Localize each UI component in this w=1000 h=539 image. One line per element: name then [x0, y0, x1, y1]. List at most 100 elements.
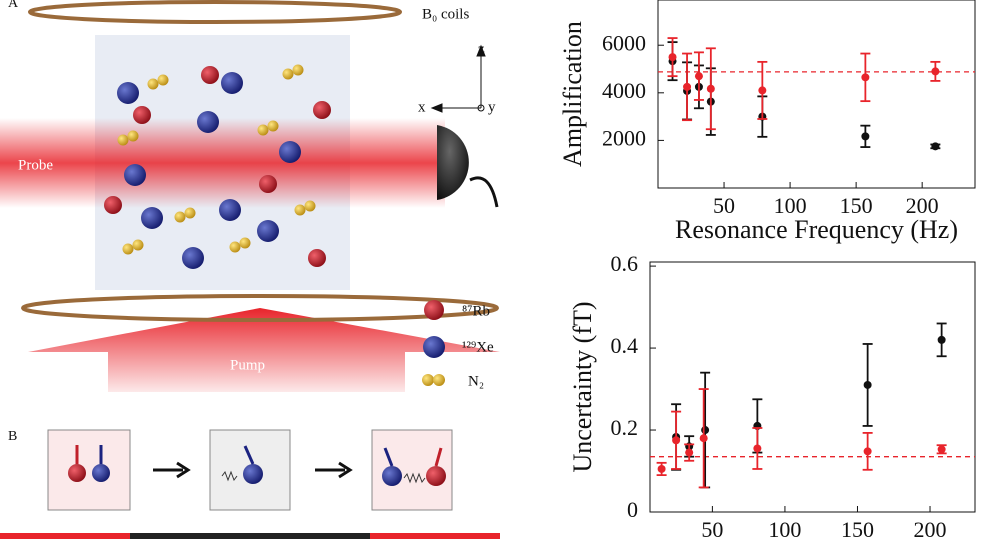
- xe-atom: [219, 199, 241, 221]
- data-point: [931, 67, 940, 76]
- data-point: [668, 53, 677, 62]
- panel-label: B: [8, 429, 17, 444]
- data-point: [937, 445, 946, 454]
- n2-atom: [174, 211, 186, 223]
- x-axis-label: Resonance Frequency (Hz): [671, 535, 954, 539]
- y-tick-label: 6000: [602, 30, 646, 55]
- rb-atom: [104, 196, 122, 214]
- n2-atom: [132, 239, 144, 251]
- probe-beam: [0, 118, 445, 208]
- y-axis-label: Uncertainty (fT): [568, 301, 597, 472]
- data-point: [701, 426, 710, 435]
- bar: [0, 533, 130, 539]
- xe-atom: [257, 220, 279, 242]
- legend-rb: [424, 300, 444, 320]
- n2-atom: [117, 134, 129, 146]
- x-tick-label: 100: [774, 193, 807, 218]
- legend-label: N₂: [468, 373, 484, 389]
- coil: [21, 294, 499, 322]
- n2-atom: [229, 241, 241, 253]
- data-point: [694, 72, 703, 81]
- data-point: [753, 444, 762, 453]
- x-tick-label: 50: [701, 517, 723, 539]
- atoms: [104, 64, 331, 269]
- arrow: [153, 461, 191, 479]
- plot-frame: [649, 261, 976, 513]
- data-point: [758, 86, 767, 95]
- data-point: [863, 447, 872, 456]
- panel-label: A: [8, 0, 19, 11]
- pump-arrow: [28, 308, 500, 392]
- y-tick-label: 0.2: [611, 415, 639, 440]
- coil-label: B₀ coils: [422, 6, 469, 22]
- y-tick-label: 4000: [602, 78, 646, 103]
- rb-atom: [133, 106, 151, 124]
- n2-atom: [157, 74, 169, 86]
- n2-atom: [122, 243, 134, 255]
- y-tick-label: 2000: [602, 125, 646, 150]
- axis-label: z: [478, 41, 485, 57]
- detector: [437, 125, 469, 200]
- legend-n2: [422, 374, 434, 386]
- x-tick-label: 200: [914, 517, 947, 539]
- data-point: [672, 436, 681, 445]
- y-tick-label: 0.4: [611, 333, 639, 358]
- coil: [28, 0, 402, 24]
- xe-atom: [124, 164, 146, 186]
- n2-atom: [127, 130, 139, 142]
- data-point: [706, 84, 715, 93]
- diagram: A B₀ coils Probe z x y Pump ⁸⁷Rb ¹²⁹Xe N…: [0, 0, 500, 539]
- rb-atom: [308, 249, 326, 267]
- data-point: [657, 464, 666, 473]
- n2-atom: [294, 204, 306, 216]
- legend-label: ⁸⁷Rb: [462, 303, 490, 319]
- x-tick-label: 150: [841, 517, 874, 539]
- n2-atom: [257, 124, 269, 136]
- axis-label: x: [418, 99, 426, 115]
- x-tick-label: 50: [713, 193, 735, 218]
- data-point: [937, 335, 946, 344]
- bar: [370, 533, 500, 539]
- data-point: [863, 380, 872, 389]
- y-tick-label: 0: [627, 497, 638, 522]
- step-box: [47, 429, 131, 511]
- x-axis-label: Resonance Frequency (Hz): [675, 215, 958, 244]
- x-tick-label: 200: [906, 193, 939, 218]
- x-tick-label: 100: [768, 517, 801, 539]
- arrow: [315, 461, 353, 479]
- bar: [130, 533, 370, 539]
- plot-frame: [657, 0, 976, 189]
- xe-atom: [141, 207, 163, 229]
- rb-atom: [201, 66, 219, 84]
- x-tick-label: 150: [840, 193, 873, 218]
- data-point: [861, 132, 870, 141]
- legend-label: ¹²⁹Xe: [462, 339, 494, 355]
- xe-atom: [117, 82, 139, 104]
- probe-label: Probe: [18, 157, 53, 173]
- n2-atom: [282, 68, 294, 80]
- data-point: [931, 142, 940, 151]
- xe-atom: [182, 247, 204, 269]
- pump-label: Pump: [230, 357, 265, 373]
- legend-n2: [433, 374, 445, 386]
- axes-triad: [430, 44, 486, 113]
- y-axis-label: Amplification: [558, 21, 587, 167]
- legend-xe: [423, 336, 445, 358]
- wire: [469, 176, 499, 208]
- rb-atom: [259, 175, 277, 193]
- n2-atom: [147, 78, 159, 90]
- n2-atom: [292, 64, 304, 76]
- n2-atom: [267, 120, 279, 132]
- n2-atom: [184, 207, 196, 219]
- step-box: [209, 429, 291, 511]
- y-tick-label: 0.6: [611, 251, 639, 276]
- data-point: [699, 434, 708, 443]
- xe-atom: [279, 141, 301, 163]
- data-point: [861, 73, 870, 82]
- axis-label: y: [488, 99, 496, 115]
- xe-atom: [221, 72, 243, 94]
- rb-atom: [313, 101, 331, 119]
- n2-atom: [239, 237, 251, 249]
- xe-atom: [197, 111, 219, 133]
